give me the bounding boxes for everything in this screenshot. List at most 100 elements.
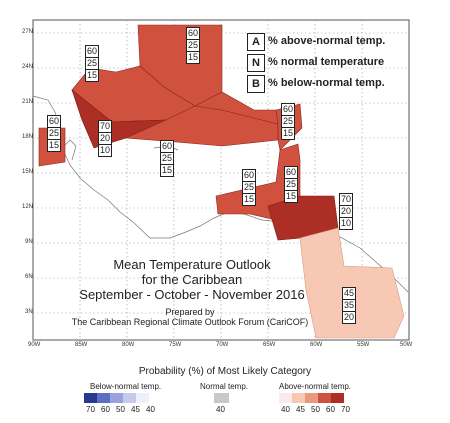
probability-stack-yucatan: 60 25 15 xyxy=(47,115,61,152)
above-normal-value: 60 xyxy=(242,169,256,182)
swatch-below-40 xyxy=(136,393,149,403)
normal-value: 20 xyxy=(339,205,353,218)
key-row-below: B % below-normal temp. xyxy=(247,74,399,93)
x-tick-label: 90W xyxy=(28,342,41,348)
swatch-below-50 xyxy=(110,393,123,403)
above-normal-value: 60 xyxy=(160,140,174,153)
scale-label: 40 xyxy=(216,405,225,414)
y-tick-label: 6N xyxy=(25,274,33,280)
probability-stack-bahamas-north: 60 25 15 xyxy=(186,27,200,64)
scale-label: 45 xyxy=(296,405,305,414)
y-tick-label: 9N xyxy=(25,239,33,245)
probability-stack-puerto-rico: 60 25 15 xyxy=(281,103,295,140)
y-tick-label: 27N xyxy=(22,29,34,35)
scale-label: 40 xyxy=(146,405,155,414)
normal-value: 20 xyxy=(98,132,112,145)
normal-scale xyxy=(214,393,229,403)
above-normal-value: 60 xyxy=(85,45,99,58)
swatch-above-45 xyxy=(292,393,305,403)
probability-stack-trinidad: 70 20 10 xyxy=(339,193,353,230)
x-tick-label: 85W xyxy=(75,342,88,348)
y-tick-label: 15N xyxy=(22,169,34,175)
scale-label: 60 xyxy=(101,405,110,414)
below-normal-value: 15 xyxy=(186,51,200,64)
normal-value: 25 xyxy=(85,57,99,70)
key-label: % below-normal temp. xyxy=(268,77,385,89)
x-tick-label: 60W xyxy=(310,342,323,348)
below-normal-value: 15 xyxy=(85,69,99,82)
normal-value: 25 xyxy=(284,178,298,191)
key-letter: B xyxy=(247,75,265,93)
x-tick-label: 70W xyxy=(216,342,229,348)
below-normal-value: 15 xyxy=(47,139,61,152)
key-label: % normal temperature xyxy=(268,56,385,68)
map-title-line1: Mean Temperature Outlook xyxy=(113,257,271,272)
y-tick-label: 18N xyxy=(22,134,34,140)
below-normal-value: 15 xyxy=(160,164,174,177)
normal-value: 25 xyxy=(47,127,61,140)
scale-label: 60 xyxy=(326,405,335,414)
probability-stack-jamaica-haiti: 60 25 15 xyxy=(160,140,174,177)
region-guianas xyxy=(299,227,405,339)
below-normal-heading: Below-normal temp. xyxy=(90,382,162,391)
normal-heading: Normal temp. xyxy=(200,382,249,391)
prepared-by: Prepared by xyxy=(165,307,215,317)
swatch-above-50 xyxy=(305,393,318,403)
x-tick-label: 65W xyxy=(263,342,276,348)
below-normal-scale xyxy=(84,393,149,403)
scale-label: 40 xyxy=(281,405,290,414)
x-tick-label: 50W xyxy=(400,342,413,348)
probability-stack-guianas: 45 35 20 xyxy=(342,287,356,324)
legend-caption: Probability (%) of Most Likely Category xyxy=(138,366,312,377)
scale-label: 50 xyxy=(311,405,320,414)
above-normal-value: 60 xyxy=(284,166,298,179)
swatch-below-70 xyxy=(84,393,97,403)
below-normal-value: 15 xyxy=(284,190,298,203)
key-letter: N xyxy=(247,54,265,72)
y-tick-label: 24N xyxy=(22,64,34,70)
scale-label: 70 xyxy=(341,405,350,414)
stack-key: A % above-normal temp. N % normal temper… xyxy=(247,32,399,95)
swatch-normal-40 xyxy=(214,393,229,403)
normal-value: 25 xyxy=(160,152,174,165)
probability-stack-southern-caribbean: 60 25 15 xyxy=(242,169,256,206)
normal-value: 25 xyxy=(242,181,256,194)
scale-label: 50 xyxy=(116,405,125,414)
above-normal-value: 70 xyxy=(339,193,353,206)
x-tick-label: 80W xyxy=(122,342,135,348)
y-tick-label: 21N xyxy=(22,99,34,105)
probability-stack-cuba: 70 20 10 xyxy=(98,120,112,157)
swatch-above-60 xyxy=(318,393,331,403)
normal-value: 25 xyxy=(281,115,295,128)
swatch-below-60 xyxy=(97,393,110,403)
below-normal-value: 10 xyxy=(339,217,353,230)
scale-label: 45 xyxy=(131,405,140,414)
probability-stack-bahamas-west: 60 25 15 xyxy=(85,45,99,82)
x-tick-label: 75W xyxy=(169,342,182,348)
swatch-below-45 xyxy=(123,393,136,403)
key-label: % above-normal temp. xyxy=(268,35,386,47)
below-normal-value: 15 xyxy=(281,127,295,140)
below-normal-value: 15 xyxy=(242,193,256,206)
y-tick-label: 3N xyxy=(25,309,33,315)
key-letter: A xyxy=(247,33,265,51)
above-normal-value: 60 xyxy=(281,103,295,116)
x-tick-label: 55W xyxy=(357,342,370,348)
above-normal-scale xyxy=(279,393,344,403)
above-normal-heading: Above-normal temp. xyxy=(279,382,352,391)
swatch-above-70 xyxy=(331,393,344,403)
swatch-above-40 xyxy=(279,393,292,403)
scale-label: 70 xyxy=(86,405,95,414)
region-southern-caribbean xyxy=(215,143,301,221)
normal-value: 25 xyxy=(186,39,200,52)
key-row-above: A % above-normal temp. xyxy=(247,32,399,51)
y-tick-label: 12N xyxy=(22,204,34,210)
above-normal-value: 60 xyxy=(47,115,61,128)
map-title-line2: for the Caribbean xyxy=(141,272,243,287)
below-normal-value: 20 xyxy=(342,311,356,324)
prepared-by-org: The Caribbean Regional Climate Outlook F… xyxy=(71,317,309,327)
probability-stack-eastern-caribbean: 60 25 15 xyxy=(284,166,298,203)
key-row-normal: N % normal temperature xyxy=(247,53,399,72)
above-normal-value: 70 xyxy=(98,120,112,133)
